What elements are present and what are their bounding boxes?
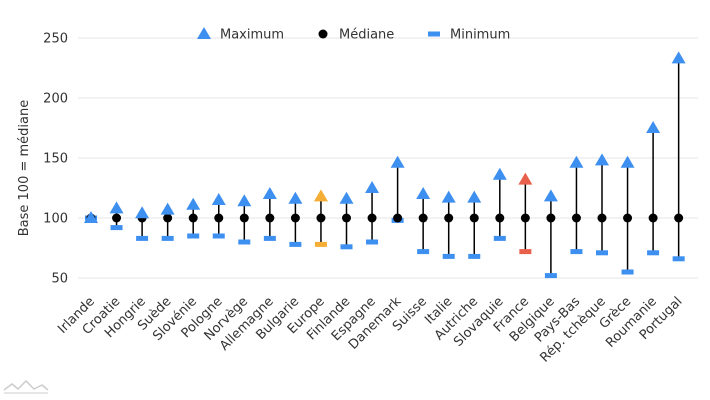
y-axis-title: Base 100 = médiane xyxy=(17,100,32,237)
maximum-marker xyxy=(262,187,277,199)
median-marker xyxy=(623,213,633,223)
y-tick-label: 250 xyxy=(43,32,68,47)
maximum-marker xyxy=(211,193,226,205)
minimum-marker xyxy=(161,235,174,241)
minimum-marker xyxy=(212,233,225,239)
maximum-marker xyxy=(390,155,405,168)
maximum-marker xyxy=(288,191,303,204)
legend-label-max[interactable]: Maximum xyxy=(220,28,284,43)
maximum-marker xyxy=(646,121,661,133)
minimum-markers xyxy=(85,215,685,279)
y-tick-label: 200 xyxy=(43,92,68,107)
median-marker xyxy=(495,213,505,223)
median-marker xyxy=(112,213,122,223)
maximum-marker xyxy=(339,191,354,204)
median-marker xyxy=(648,213,658,223)
median-marker xyxy=(597,213,607,223)
median-marker xyxy=(316,213,326,223)
median-marker xyxy=(342,213,351,223)
minimum-marker xyxy=(187,233,200,239)
minimum-marker xyxy=(136,235,149,241)
minimum-marker xyxy=(519,249,532,255)
maximum-marker xyxy=(365,181,380,193)
maximum-marker xyxy=(492,167,507,180)
x-axis-labels: IrlandeCroatieHongrieSuèdeSlovéniePologn… xyxy=(55,294,685,366)
minimum-marker xyxy=(442,253,455,259)
minimum-marker xyxy=(672,256,685,262)
range-lines xyxy=(115,58,680,276)
minimum-marker xyxy=(289,241,302,247)
minimum-marker xyxy=(417,249,430,255)
y-axis-ticks: 50 100 150 200 250 xyxy=(43,32,68,287)
maximum-marker xyxy=(620,155,635,168)
legend-label-median[interactable]: Médiane xyxy=(339,28,394,43)
median-marker xyxy=(520,213,530,223)
median-marker xyxy=(469,213,479,223)
maximum-markers xyxy=(84,51,686,223)
median-marker xyxy=(163,213,173,223)
minimum-marker xyxy=(647,250,660,256)
median-marker xyxy=(239,213,249,223)
minimum-marker xyxy=(493,235,506,241)
minimum-marker xyxy=(570,249,583,255)
median-marker xyxy=(188,213,198,223)
legend-maximum-icon xyxy=(197,27,211,39)
legend: Maximum Médiane Minimum xyxy=(197,27,510,43)
maximum-marker xyxy=(84,211,98,223)
legend-median-icon xyxy=(318,29,328,39)
minimum-marker xyxy=(110,225,123,231)
minimum-marker xyxy=(263,235,276,241)
minimum-marker xyxy=(238,239,251,245)
median-marker xyxy=(393,213,403,223)
maximum-marker xyxy=(313,189,328,202)
maximum-marker xyxy=(186,197,201,210)
maximum-marker xyxy=(569,155,584,168)
median-marker xyxy=(444,213,454,223)
maximum-marker xyxy=(441,190,456,203)
minimum-marker xyxy=(468,253,481,259)
minimum-marker xyxy=(621,269,634,275)
minimum-marker xyxy=(366,239,379,245)
maximum-marker xyxy=(518,172,533,185)
median-marker xyxy=(214,213,224,223)
y-tick-label: 50 xyxy=(51,272,68,287)
median-marker xyxy=(290,213,300,223)
median-marker xyxy=(367,213,377,223)
minimum-marker xyxy=(340,244,353,250)
median-marker xyxy=(418,213,428,223)
maximum-marker xyxy=(467,190,482,203)
maximum-marker xyxy=(237,194,252,207)
median-marker xyxy=(546,213,556,223)
y-tick-label: 100 xyxy=(43,212,68,227)
median-marker xyxy=(571,213,581,223)
minimum-marker xyxy=(596,250,608,256)
y-tick-label: 150 xyxy=(43,152,68,167)
maximum-marker xyxy=(671,51,686,64)
median-marker xyxy=(674,213,684,223)
maximum-marker xyxy=(160,202,175,215)
maximum-marker xyxy=(416,187,431,199)
minimum-marker xyxy=(544,273,557,279)
legend-minimum-icon xyxy=(428,31,440,37)
minimum-marker xyxy=(314,241,327,247)
median-marker xyxy=(265,213,275,223)
maximum-marker xyxy=(135,206,150,219)
logo-watermark xyxy=(3,379,49,394)
maximum-marker xyxy=(109,201,124,214)
maximum-marker xyxy=(595,153,609,166)
legend-label-min[interactable]: Minimum xyxy=(450,28,510,43)
maximum-marker xyxy=(543,189,558,202)
gridlines xyxy=(78,37,698,279)
